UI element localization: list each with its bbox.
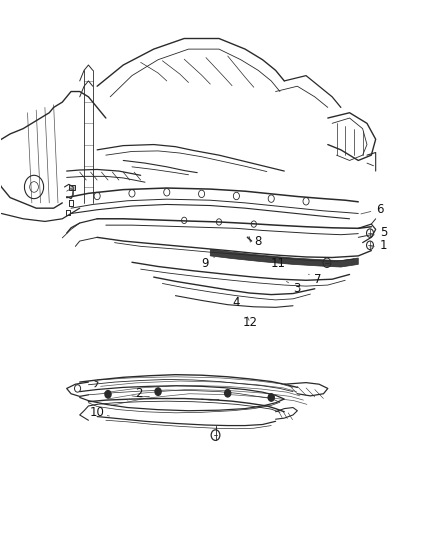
Text: 10: 10 [90,406,110,419]
Text: 9: 9 [201,257,215,270]
Circle shape [105,391,111,398]
Text: 2: 2 [127,387,142,400]
Text: 5: 5 [373,226,387,239]
Text: 11: 11 [265,257,285,270]
Polygon shape [69,185,75,190]
Text: 4: 4 [233,296,240,309]
Circle shape [225,390,231,397]
Polygon shape [210,249,358,267]
Circle shape [268,394,274,401]
Text: 1: 1 [370,239,387,252]
Text: 12: 12 [243,316,258,329]
Text: 6: 6 [361,203,384,216]
Text: 7: 7 [308,273,322,286]
Text: 8: 8 [247,235,262,247]
Circle shape [155,388,161,395]
Text: 3: 3 [286,281,301,295]
